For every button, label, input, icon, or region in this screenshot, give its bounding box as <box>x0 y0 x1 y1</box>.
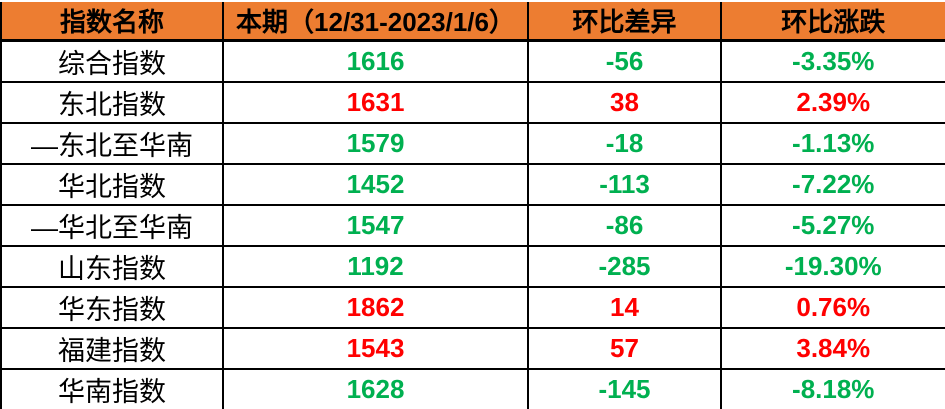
table-row: —东北至华南 1579 -18 -1.13% <box>0 122 945 165</box>
col-header-index-name: 指数名称 <box>0 2 224 42</box>
pct-value-cell: -19.30% <box>720 245 945 288</box>
pct-value-cell: -3.35% <box>720 39 945 83</box>
table-row: 福建指数 1543 57 3.84% <box>0 327 945 370</box>
current-value-cell: 1452 <box>222 163 529 206</box>
pct-value-cell: -5.27% <box>720 204 945 247</box>
current-value-cell: 1616 <box>222 39 529 83</box>
table-row: —华北至华南 1547 -86 -5.27% <box>0 204 945 247</box>
col-header-current-period: 本期（12/31-2023/1/6） <box>222 2 529 42</box>
table-body: 综合指数 1616 -56 -3.35% 东北指数 1631 38 2.39% —东北至华南 15… <box>0 39 945 409</box>
table-row: 东北指数 1631 38 2.39% <box>0 81 945 124</box>
col-header-wow-change-pct: 环比涨跌 <box>720 2 945 42</box>
diff-value-cell: 57 <box>527 327 722 370</box>
current-value-cell: 1862 <box>222 286 529 329</box>
index-name-cell: 山东指数 <box>0 245 224 288</box>
current-value-cell: 1628 <box>222 368 529 409</box>
pct-value-cell: -7.22% <box>720 163 945 206</box>
pct-value-cell: -8.18% <box>720 368 945 409</box>
diff-value-cell: -285 <box>527 245 722 288</box>
current-value-cell: 1579 <box>222 122 529 165</box>
current-value-cell: 1543 <box>222 327 529 370</box>
table-row: 山东指数 1192 -285 -19.30% <box>0 245 945 288</box>
diff-value-cell: 14 <box>527 286 722 329</box>
pct-value-cell: -1.13% <box>720 122 945 165</box>
index-name-cell: 东北指数 <box>0 81 224 124</box>
table-row: 华北指数 1452 -113 -7.22% <box>0 163 945 206</box>
index-name-cell: 华南指数 <box>0 368 224 409</box>
index-name-cell: 华东指数 <box>0 286 224 329</box>
diff-value-cell: -18 <box>527 122 722 165</box>
index-name-cell: 华北指数 <box>0 163 224 206</box>
table-row: 华东指数 1862 14 0.76% <box>0 286 945 329</box>
index-name-cell: 综合指数 <box>0 39 224 83</box>
table-row: 综合指数 1616 -56 -3.35% <box>0 39 945 83</box>
current-value-cell: 1192 <box>222 245 529 288</box>
index-name-cell: 福建指数 <box>0 327 224 370</box>
diff-value-cell: -113 <box>527 163 722 206</box>
pct-value-cell: 2.39% <box>720 81 945 124</box>
index-name-cell: —华北至华南 <box>0 204 224 247</box>
current-value-cell: 1547 <box>222 204 529 247</box>
diff-value-cell: -145 <box>527 368 722 409</box>
diff-value-cell: -56 <box>527 39 722 83</box>
pct-value-cell: 0.76% <box>720 286 945 329</box>
pct-value-cell: 3.84% <box>720 327 945 370</box>
header-row: 指数名称 本期（12/31-2023/1/6） 环比差异 环比涨跌 <box>0 2 945 42</box>
index-name-cell: —东北至华南 <box>0 122 224 165</box>
diff-value-cell: 38 <box>527 81 722 124</box>
table-row: 华南指数 1628 -145 -8.18% <box>0 368 945 409</box>
diff-value-cell: -86 <box>527 204 722 247</box>
current-value-cell: 1631 <box>222 81 529 124</box>
col-header-wow-difference: 环比差异 <box>527 2 722 42</box>
